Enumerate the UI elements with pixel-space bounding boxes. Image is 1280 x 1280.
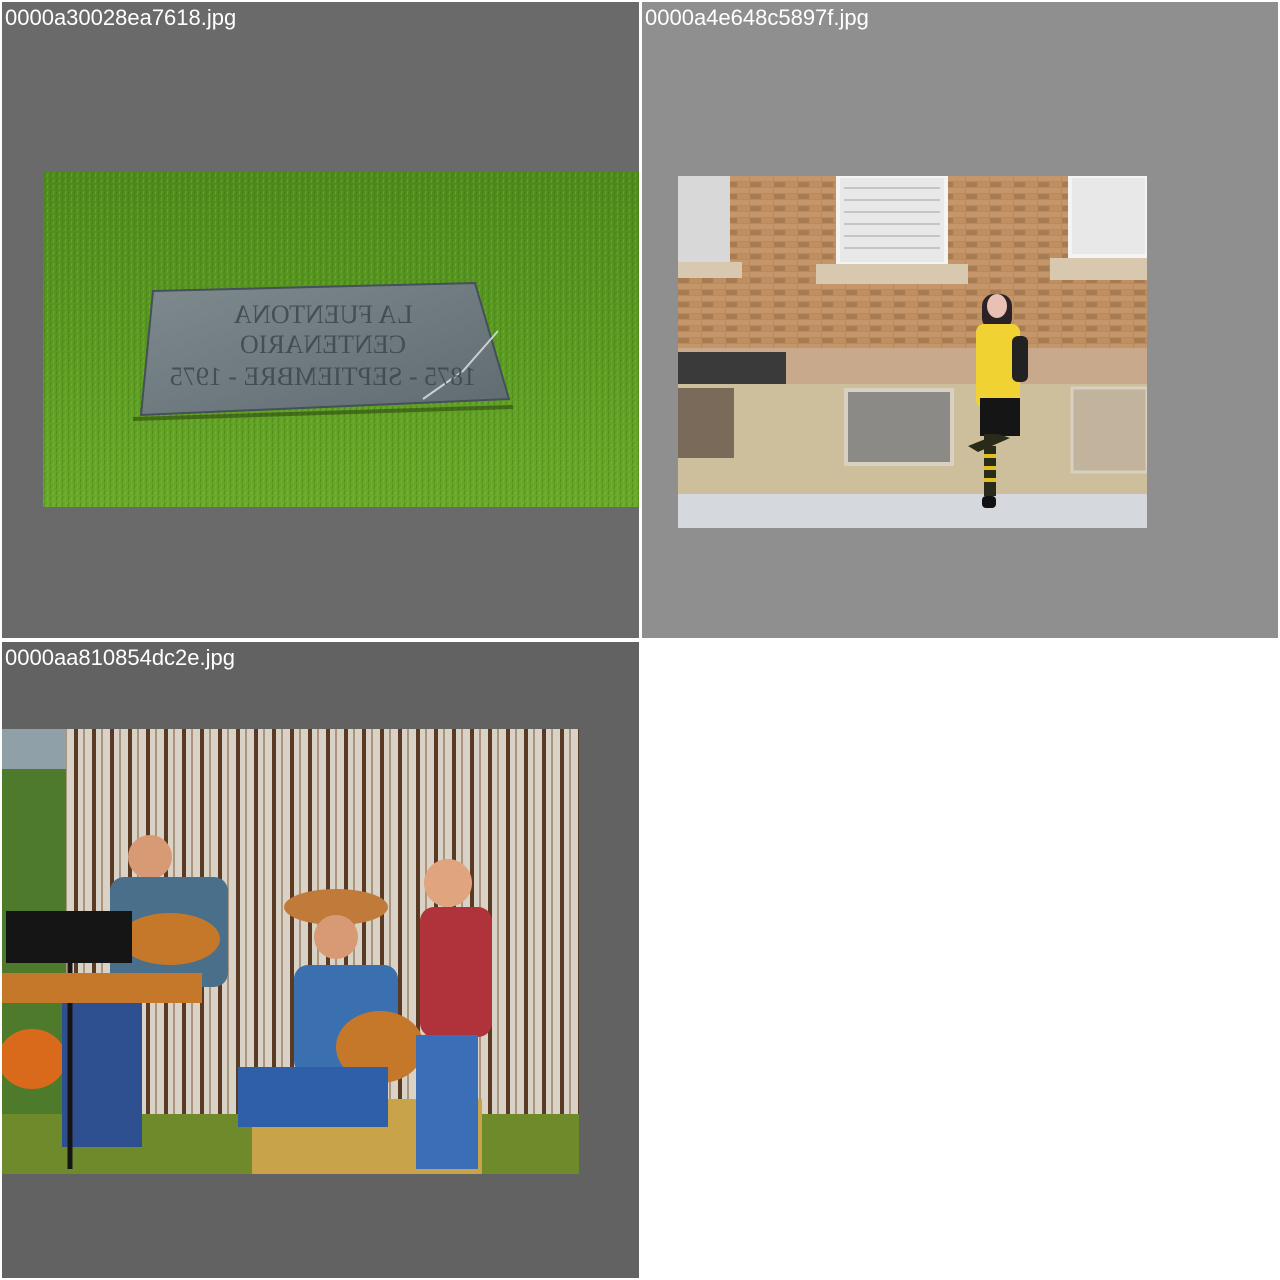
svg-text:1875 - SEPTIEMBRE - 1975: 1875 - SEPTIEMBRE - 1975 [170, 362, 476, 391]
brick-wall-person-photo [678, 176, 1147, 528]
filename-label: 0000a30028ea7618.jpg [5, 5, 237, 30]
musicians-photo [2, 729, 579, 1174]
svg-text:LA FUENTONA: LA FUENTONA [233, 300, 413, 329]
musician-middle [238, 889, 424, 1127]
svg-text:CENTENARIO: CENTENARIO [240, 330, 406, 359]
image-tile-3[interactable]: 0000aa810854dc2e.jpg [2, 642, 639, 1278]
filename-label: 0000a4e648c5897f.jpg [645, 5, 869, 30]
musician-left [62, 835, 228, 1147]
person-figure [968, 294, 1028, 508]
plaque-text: LA FUENTONA CENTENARIO 1875 - SEPTIEMBRE… [170, 300, 476, 391]
musician-right [416, 859, 492, 1169]
image-tile-1[interactable]: 0000a30028ea7618.jpg LA FUENTONA [2, 2, 639, 638]
grass-plaque-photo: LA FUENTONA CENTENARIO 1875 - SEPTIEMBRE… [43, 171, 639, 507]
image-tile-2[interactable]: 0000a4e648c5897f.jpg [642, 2, 1278, 638]
filename-label: 0000aa810854dc2e.jpg [5, 645, 236, 670]
